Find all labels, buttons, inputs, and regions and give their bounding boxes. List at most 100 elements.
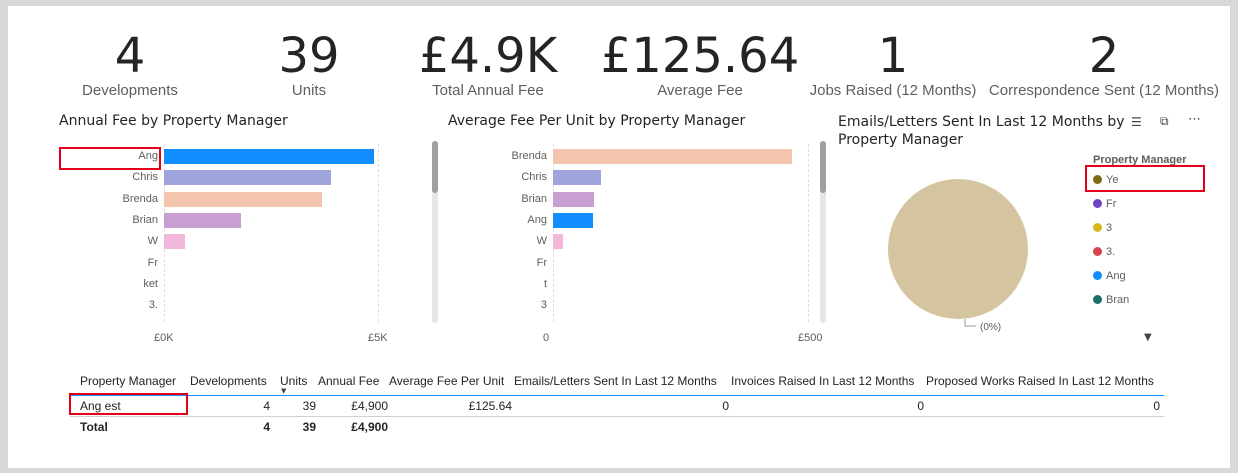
sort-desc-icon[interactable]: ▼ (281, 387, 287, 395)
kpi-label: Jobs Raised (12 Months) (809, 82, 977, 99)
bar[interactable] (553, 234, 563, 250)
bar[interactable] (164, 212, 242, 228)
category-label: Ang (527, 213, 547, 226)
average-fee-bar-chart[interactable]: 0 £500 Brenda Chris Brian Ang W Fr t 3 (440, 134, 822, 349)
chart-scrollbar-thumb[interactable] (820, 141, 826, 193)
category-label: 3 (540, 299, 547, 312)
bar[interactable] (553, 212, 593, 228)
cell-proposed-works: 0 (1153, 399, 1160, 413)
gridline (164, 144, 165, 322)
column-header[interactable]: Proposed Works Raised In Last 12 Months (926, 374, 1154, 388)
kpi-total-annual-fee[interactable]: £4.9K Total Annual Fee (408, 28, 568, 99)
legend-label: Bran (1106, 294, 1130, 306)
chart-scrollbar-track[interactable] (432, 141, 438, 323)
highlight-box (1085, 165, 1205, 192)
category-label: ket (143, 277, 158, 290)
gridline (808, 144, 809, 322)
column-header[interactable]: Units (280, 374, 308, 388)
cell-developments: 4 (263, 399, 270, 413)
cell-total-units: 39 (302, 420, 316, 434)
legend-marker (1093, 223, 1102, 232)
legend-item[interactable]: Bran (1093, 294, 1129, 306)
legend-marker (1093, 199, 1102, 208)
kpi-average-fee[interactable]: £125.64 Average Fee (600, 28, 800, 99)
legend-label: Ang (1106, 270, 1126, 282)
category-label: t (543, 277, 547, 290)
cell-emails-sent: 0 (722, 399, 729, 413)
highlight-box (69, 393, 188, 415)
emails-pie-chart-title: Emails/Letters Sent In Last 12 Months by… (838, 114, 1125, 148)
kpi-value: 1 (877, 28, 909, 84)
legend-label: Fr (1106, 198, 1117, 210)
kpi-value: £125.64 (600, 28, 800, 84)
more-options-icon[interactable]: ⋯ (1188, 112, 1201, 127)
bar[interactable] (553, 191, 595, 207)
report-canvas: 4 Developments 39 Units £4.9K Total Annu… (8, 6, 1230, 468)
cell-total-annual-fee: £4,900 (351, 420, 388, 434)
bar[interactable] (553, 170, 601, 186)
filter-icon[interactable]: ☰ (1131, 115, 1142, 129)
pie-chart[interactable]: (0%) (888, 176, 1038, 336)
legend-item[interactable]: Fr (1093, 198, 1116, 210)
bar[interactable] (164, 191, 323, 207)
bar[interactable] (164, 234, 186, 250)
x-tick-label: 0 (543, 332, 550, 344)
chart-scrollbar-track[interactable] (820, 141, 826, 323)
bar[interactable] (164, 170, 331, 186)
kpi-label: Average Fee (657, 82, 743, 99)
property-manager-table[interactable]: Property Manager Developments Units ▼ An… (70, 374, 1164, 434)
category-label: Brenda (122, 192, 158, 205)
legend-marker (1093, 175, 1102, 184)
column-header[interactable]: Developments (190, 374, 267, 388)
pie-leader-line (964, 319, 976, 327)
legend-label: 3. (1106, 246, 1116, 258)
column-header[interactable]: Invoices Raised In Last 12 Months (731, 374, 915, 388)
legend-item[interactable]: 3. (1093, 246, 1115, 258)
chart-scrollbar-thumb[interactable] (432, 141, 438, 193)
legend-label: Ye (1106, 174, 1119, 186)
focus-mode-icon[interactable]: ⧉ (1160, 114, 1169, 128)
column-header[interactable]: Emails/Letters Sent In Last 12 Months (514, 374, 717, 388)
category-label: Brian (521, 192, 547, 205)
kpi-label: Total Annual Fee (432, 82, 544, 99)
kpi-value: 2 (1088, 28, 1120, 84)
legend-item[interactable]: Ye (1093, 174, 1118, 186)
gridline (553, 144, 554, 322)
cell-average-fee: £125.64 (468, 399, 512, 413)
legend-label: 3 (1106, 222, 1113, 234)
legend-item[interactable]: Ang (1093, 270, 1126, 282)
kpi-value: 39 (278, 28, 340, 84)
legend-marker (1093, 295, 1102, 304)
kpi-jobs-raised[interactable]: 1 Jobs Raised (12 Months) (803, 28, 983, 99)
legend-title: Property Manager (1093, 154, 1187, 166)
header-divider (70, 395, 1164, 396)
kpi-developments[interactable]: 4 Developments (70, 28, 190, 99)
kpi-label: Units (291, 82, 327, 99)
cell-annual-fee: £4,900 (351, 399, 388, 413)
bar[interactable] (164, 149, 374, 164)
category-label: W (536, 235, 547, 248)
bar[interactable] (553, 149, 793, 164)
legend-item[interactable]: 3 (1093, 222, 1112, 234)
pie-slice[interactable] (888, 179, 1028, 319)
column-header[interactable]: Annual Fee (318, 374, 380, 388)
row-divider (70, 416, 1164, 417)
kpi-label: Developments (82, 82, 178, 99)
column-header[interactable]: Property Manager (80, 374, 177, 388)
kpi-units[interactable]: 39 Units (249, 28, 369, 99)
cell-property-manager: Ang est (80, 399, 121, 413)
x-tick-label: £5K (368, 332, 388, 344)
legend-scroll-down-icon[interactable]: ▼ (1144, 332, 1152, 343)
cell-units: 39 (302, 399, 316, 413)
kpi-value: £4.9K (418, 28, 558, 84)
kpi-label: Correspondence Sent (12 Months) (988, 82, 1220, 99)
kpi-correspondence-sent[interactable]: 2 Correspondence Sent (12 Months) (988, 28, 1220, 99)
pie-data-label: (0%) (980, 322, 1001, 333)
column-header[interactable]: Average Fee Per Unit (389, 374, 505, 388)
highlight-box (59, 147, 161, 170)
table-row[interactable]: Ang est 4 39 £4,900 £125.64 0 0 0 (70, 397, 1164, 415)
category-label: Brian (132, 213, 158, 226)
table-total-row: Total 4 39 £4,900 (70, 418, 1164, 436)
annual-fee-bar-chart[interactable]: £0K £5K Ang Chris Brenda Brian W Fr ket 3. (48, 134, 408, 349)
category-label: Chris (132, 171, 158, 184)
